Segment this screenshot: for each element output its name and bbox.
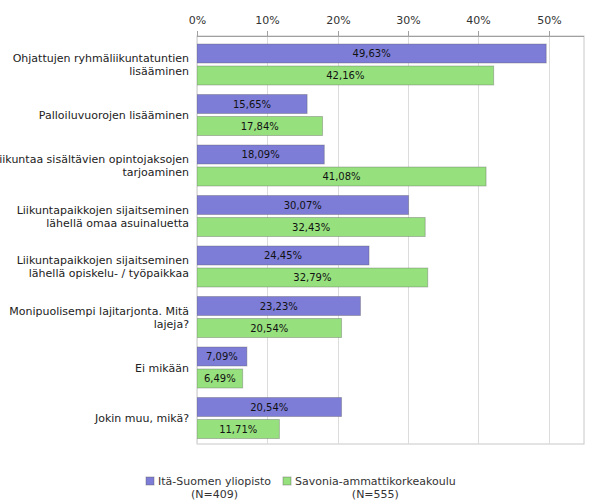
bar: [197, 369, 243, 388]
bar: [197, 420, 279, 439]
data-label: 15,65%: [233, 99, 271, 110]
data-label: 20,54%: [250, 323, 288, 334]
bar: [197, 268, 428, 287]
category-label: Palloiluvuorojen lisääminen: [39, 109, 189, 122]
bar: [197, 297, 360, 316]
tick-label: 40%: [466, 14, 490, 27]
category-label-line: tarjoaminen: [122, 166, 189, 179]
data-label: 42,16%: [326, 70, 364, 81]
legend-label-line: (N=409): [191, 488, 238, 501]
bar: [197, 398, 342, 417]
tick-mark: [408, 31, 409, 36]
data-label: 41,08%: [322, 171, 360, 182]
category-label-line: Palloiluvuorojen lisääminen: [39, 109, 189, 122]
data-label: 32,43%: [292, 222, 330, 233]
tick-label: 20%: [326, 14, 350, 27]
data-label: 30,07%: [284, 200, 322, 211]
labels: Ohjattujen ryhmäliikuntatuntienlisäämine…: [0, 48, 391, 435]
grid-line: [338, 36, 339, 444]
bar: [197, 218, 425, 237]
data-label: 49,63%: [353, 48, 391, 59]
category-label-line: lajeja?: [154, 318, 189, 331]
tick-mark: [338, 31, 339, 36]
bar: [197, 117, 323, 136]
data-label: 6,49%: [204, 373, 236, 384]
legend-swatch: [283, 477, 291, 485]
legend-label-line: (N=555): [352, 488, 399, 501]
legend-label-line: Itä-Suomen yliopisto: [158, 475, 271, 488]
bar: [197, 167, 486, 186]
tick-mark: [549, 31, 550, 36]
bar: [197, 66, 494, 85]
category-label: Liikuntapaikkojen sijaitseminenlähellä o…: [17, 254, 189, 280]
data-label: 20,54%: [250, 402, 288, 413]
data-label: 24,45%: [264, 250, 302, 261]
category-label: Ei mikään: [135, 362, 189, 375]
plot-frame: [197, 36, 584, 444]
tick-label: 10%: [255, 14, 279, 27]
category-label-line: Monipuolisempi lajitarjonta. Mitä: [9, 305, 189, 318]
category-label-line: Ei mikään: [135, 362, 189, 375]
category-label: Ohjattujen ryhmäliikuntatuntienlisäämine…: [13, 52, 189, 78]
grid-line: [478, 36, 479, 444]
tick-mark: [267, 31, 268, 36]
tick-mark: [197, 31, 198, 36]
category-label-line: Ohjattujen ryhmäliikuntatuntien: [13, 52, 189, 65]
category-label: Liikuntaa sisältävien opintojaksojentarj…: [0, 153, 189, 179]
bar: [197, 196, 409, 215]
tick-mark: [478, 31, 479, 36]
data-label: 7,09%: [206, 351, 238, 362]
data-label: 18,09%: [242, 149, 280, 160]
category-label-line: lähellä opiskelu- / työpaikkaa: [29, 267, 189, 280]
data-label: 23,23%: [260, 301, 298, 312]
grid-line: [408, 36, 409, 444]
bar: [197, 347, 247, 366]
legend-swatch: [146, 477, 154, 485]
tick-label: 30%: [396, 14, 420, 27]
category-label: Monipuolisempi lajitarjonta. Mitälajeja?: [9, 305, 189, 331]
data-label: 11,71%: [219, 424, 257, 435]
bars: [197, 44, 546, 439]
legend-label: Itä-Suomen yliopisto(N=409): [158, 475, 271, 501]
category-label: Liikuntapaikkojen sijaitseminenlähellä o…: [17, 204, 189, 230]
legend: Itä-Suomen yliopisto(N=409) Savonia-ammat…: [146, 475, 456, 501]
category-label-line: lähellä omaa asuinaluetta: [46, 217, 189, 230]
bar: [197, 95, 307, 114]
chart: 0% 10% 20% 30% 40% 50% Ohjattujen ryhmäliikunt…: [0, 0, 600, 504]
bar: [197, 319, 342, 338]
category-label-line: Jokin muu, mikä?: [94, 412, 189, 425]
bar: [197, 44, 546, 63]
category-label-line: Liikuntaa sisältävien opintojaksojen: [0, 153, 189, 166]
bar: [197, 246, 369, 265]
data-label: 17,84%: [241, 121, 279, 132]
tick-label: 0%: [189, 14, 206, 27]
legend-label: Savonia-ammattikorkeakoulu(N=555): [295, 475, 456, 501]
category-label-line: Liikuntapaikkojen sijaitseminen: [17, 204, 189, 217]
category-label: Jokin muu, mikä?: [94, 412, 189, 425]
category-label-line: lisääminen: [129, 65, 189, 78]
legend-label-line: Savonia-ammattikorkeakoulu: [295, 475, 456, 488]
grid-line: [549, 36, 550, 444]
tick-label: 50%: [537, 14, 561, 27]
category-label-line: Liikuntapaikkojen sijaitseminen: [17, 254, 189, 267]
bar: [197, 145, 324, 164]
data-label: 32,79%: [293, 272, 331, 283]
axis-line: [197, 36, 584, 37]
